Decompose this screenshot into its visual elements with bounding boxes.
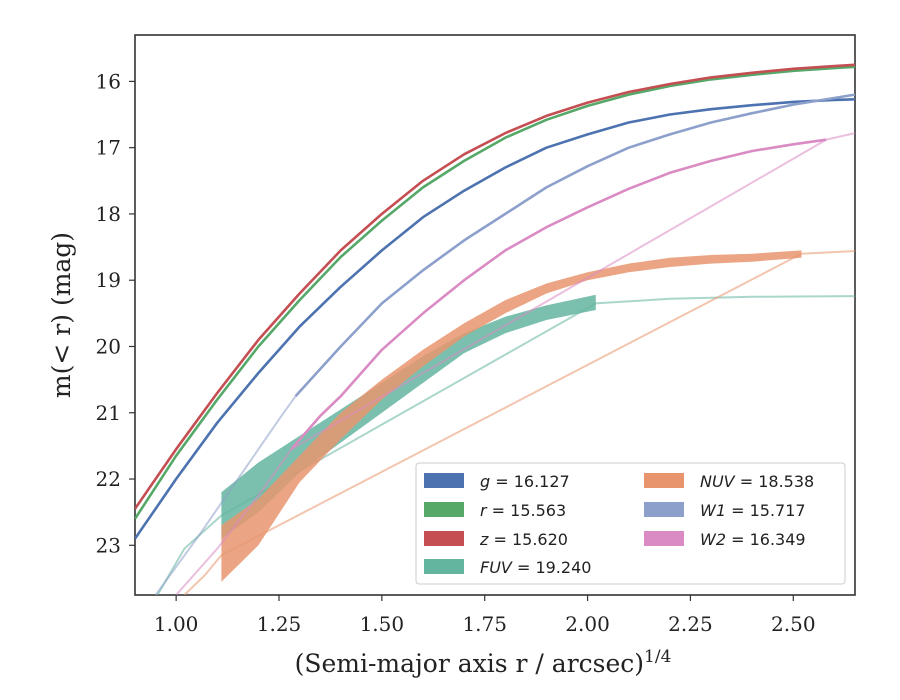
y-tick-label: 23 [96, 533, 121, 557]
y-tick-label: 18 [96, 202, 121, 226]
legend-swatch-r [424, 502, 464, 517]
legend-label-z: z = 15.620 [479, 530, 568, 549]
legend: g = 16.127 r = 15.563 z = 15.620 FUV = 19.2… [415, 462, 846, 585]
legend-swatch-nuv [644, 473, 684, 488]
x-tick-label: 1.00 [154, 612, 199, 636]
series-r-line [135, 65, 855, 520]
y-axis: 16 17 18 19 20 21 22 23 [96, 69, 135, 557]
legend-swatch-fuv [424, 559, 464, 574]
x-tick-label: 2.25 [668, 612, 713, 636]
x-tick-label: 1.75 [462, 612, 507, 636]
series-layer [135, 63, 855, 595]
y-tick-label: 20 [96, 334, 121, 358]
legend-label-g: g = 16.127 [480, 472, 570, 491]
y-tick-label: 22 [96, 467, 121, 491]
x-axis: 1.00 1.25 1.50 1.75 2.00 2.25 2.50 [154, 595, 816, 636]
x-axis-label-exponent: 1/4 [644, 647, 671, 667]
series-w2-line [290, 138, 827, 451]
x-tick-label: 1.25 [257, 612, 302, 636]
legend-swatch-z [424, 531, 464, 546]
legend-swatch-w1 [644, 502, 684, 517]
x-tick-label: 1.50 [360, 612, 405, 636]
legend-swatch-g [424, 473, 464, 488]
x-axis-label: (Semi-major axis r / arcsec)1/4 [295, 647, 672, 678]
legend-label-nuv: NUV = 18.538 [700, 472, 814, 491]
legend-label-fuv: FUV = 19.240 [480, 558, 591, 577]
legend-label-r: r = 15.563 [480, 501, 566, 520]
y-axis-label: m(< r) (mag) [47, 232, 76, 398]
y-tick-label: 21 [96, 401, 121, 425]
legend-label-w1: W1 = 15.717 [700, 501, 806, 520]
legend-frame [415, 462, 846, 585]
y-tick-label: 19 [96, 268, 121, 292]
series-w1-line [294, 93, 855, 398]
x-tick-label: 2.50 [771, 612, 816, 636]
series-w2-extrapolation [175, 132, 855, 595]
legend-label-w2: W2 = 16.349 [700, 530, 806, 549]
y-tick-label: 16 [96, 69, 121, 93]
series-w1-extrapolation [154, 395, 297, 595]
series-g-line [135, 98, 855, 540]
series-z-line [135, 63, 855, 510]
legend-swatch-w2 [644, 531, 684, 546]
x-tick-label: 2.00 [565, 612, 610, 636]
y-tick-label: 17 [96, 136, 121, 160]
